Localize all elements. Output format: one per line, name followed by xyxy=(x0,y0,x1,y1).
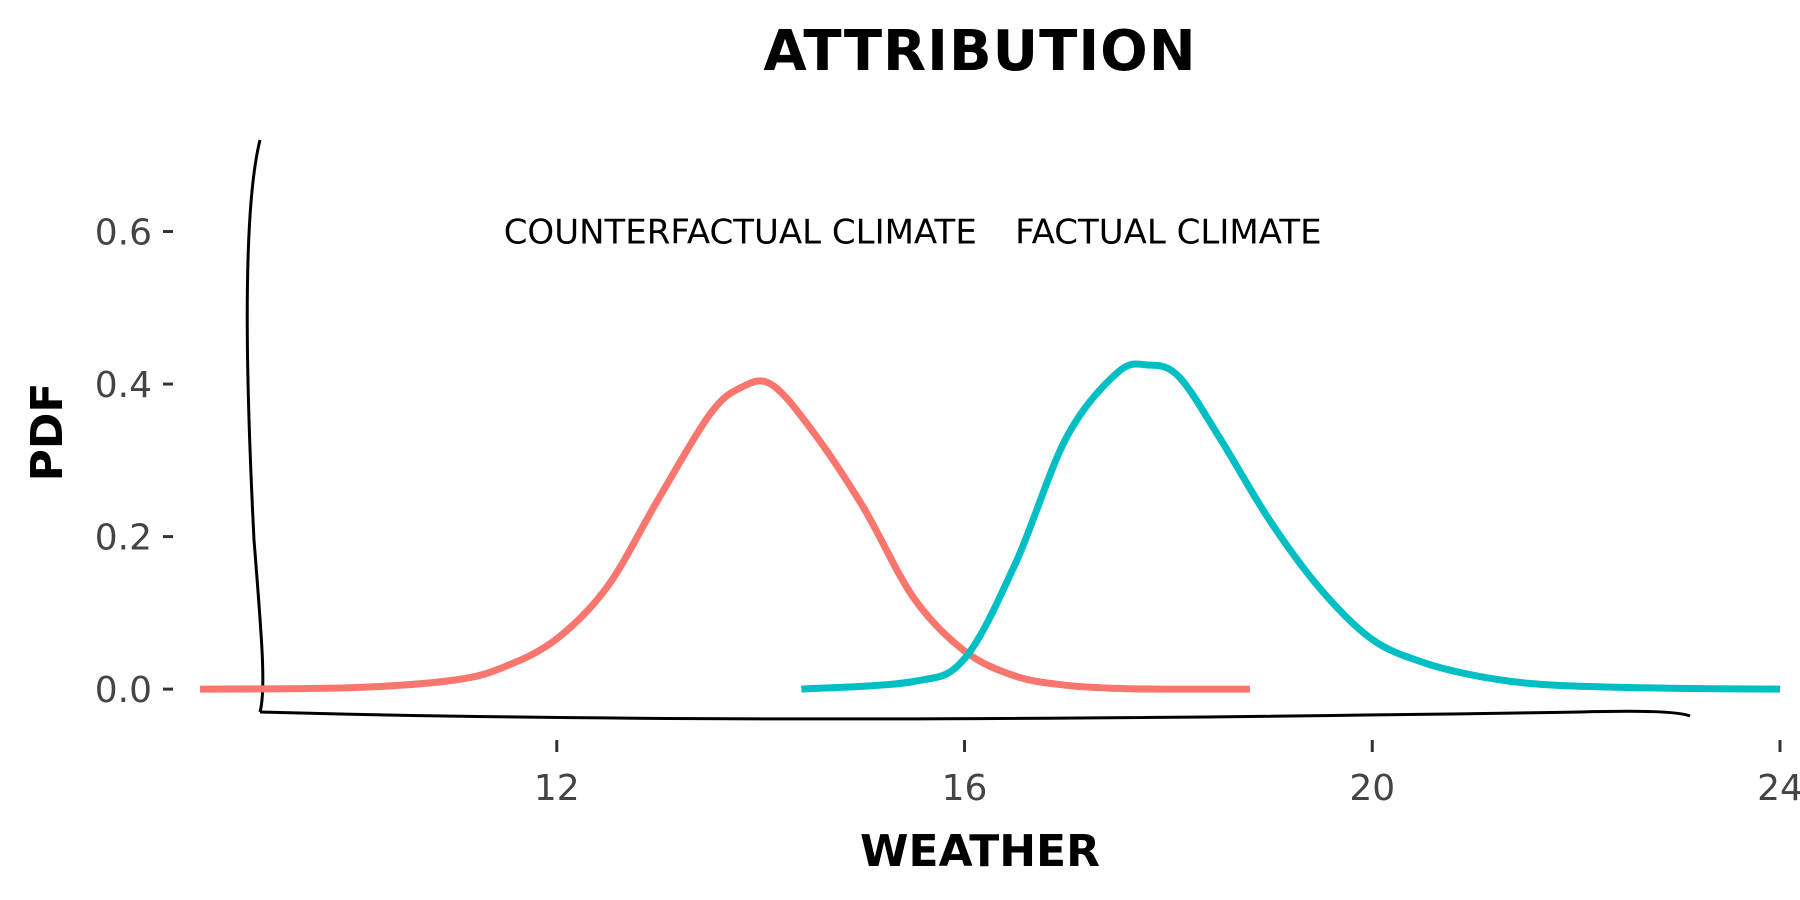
series-line-2 xyxy=(801,360,1781,693)
y-axis-line xyxy=(245,139,265,713)
y-axis-title: PDF xyxy=(22,383,73,482)
x-tick-label: 16 xyxy=(942,768,988,809)
x-axis-line xyxy=(259,709,1691,721)
x-axis-title: WEATHER xyxy=(860,826,1100,877)
y-tick-label: 0.0 xyxy=(95,670,152,711)
y-tick-label: 0.6 xyxy=(95,213,152,254)
annotation-label-1: COUNTERFACTUAL CLIMATE xyxy=(504,213,977,253)
annotation-label-2: FACTUAL CLIMATE xyxy=(1015,213,1321,253)
x-tick-label: 20 xyxy=(1349,768,1395,809)
y-ticks: 0.0 0.2 0.4 0.6 xyxy=(95,213,173,711)
y-tick-label: 0.4 xyxy=(95,365,152,406)
x-tick-label: 24 xyxy=(1757,768,1800,809)
annotations: COUNTERFACTUAL CLIMATE FACTUAL CLIMATE xyxy=(504,213,1322,253)
chart-title: ATTRIBUTION xyxy=(763,19,1196,84)
y-tick-label: 0.2 xyxy=(95,518,152,559)
series-line-1 xyxy=(199,377,1250,693)
x-tick-label: 12 xyxy=(534,768,580,809)
x-ticks: 12 16 20 24 xyxy=(534,740,1800,809)
series-group xyxy=(199,360,1781,693)
